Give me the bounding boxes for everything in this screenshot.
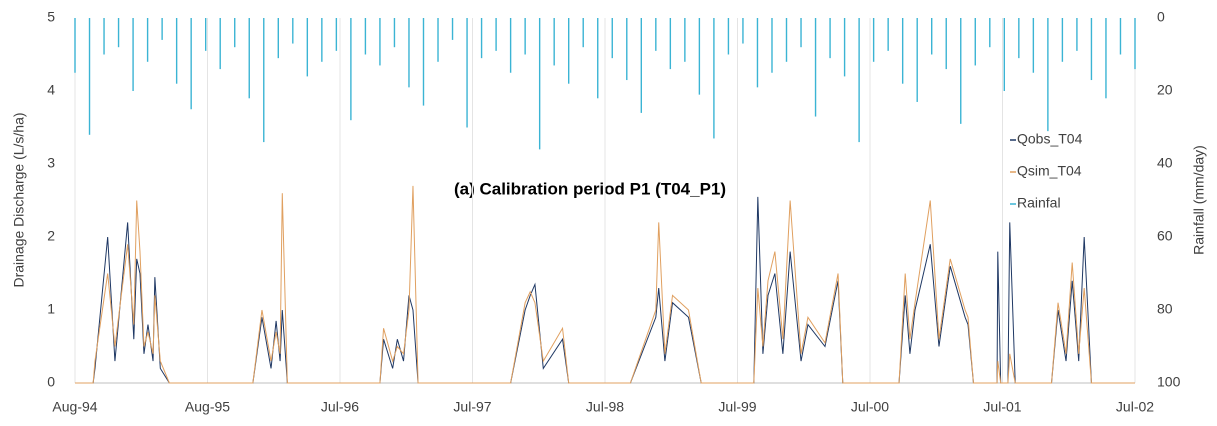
- y-tick-label: 1: [47, 301, 55, 317]
- x-tick-label: Jul-98: [586, 399, 624, 415]
- y-tick-label: 2: [47, 228, 55, 244]
- x-tick-label: Jul-97: [453, 399, 491, 415]
- y2-tick-label: 80: [1157, 301, 1173, 317]
- y2-tick-label: 100: [1157, 374, 1181, 390]
- y2-axis-label: Rainfall (mm/day): [1191, 145, 1207, 255]
- y2-tick-label: 0: [1157, 9, 1165, 25]
- y-tick-label: 4: [47, 82, 55, 98]
- x-tick-label: Jul-00: [851, 399, 889, 415]
- series-line: [75, 185, 1135, 384]
- x-tick-label: Jul-99: [718, 399, 756, 415]
- y-tick-label: 3: [47, 155, 55, 171]
- x-tick-label: Jul-01: [983, 399, 1021, 415]
- legend-label: Qsim_T04: [1017, 163, 1082, 179]
- y2-tick-label: 40: [1157, 155, 1173, 171]
- y-tick-label: 0: [47, 374, 55, 390]
- annotation: (a) Calibration period P1 (T04_P1): [454, 179, 726, 198]
- y-tick-label: 5: [47, 9, 55, 25]
- y2-tick-label: 20: [1157, 82, 1173, 98]
- x-tick-label: Aug-95: [185, 399, 230, 415]
- x-tick-label: Jul-96: [321, 399, 359, 415]
- legend-label: Qobs_T04: [1017, 131, 1083, 147]
- legend-label: Rainfal: [1017, 195, 1061, 211]
- y2-tick-label: 60: [1157, 228, 1173, 244]
- x-tick-label: Jul-02: [1116, 399, 1154, 415]
- x-tick-label: Aug-94: [52, 399, 97, 415]
- y-axis-label: Drainage Discharge (L/s/ha): [11, 112, 27, 287]
